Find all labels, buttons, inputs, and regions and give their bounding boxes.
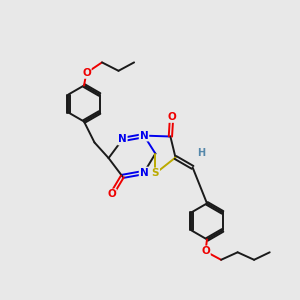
Text: N: N xyxy=(118,134,127,145)
Text: N: N xyxy=(140,130,148,141)
Text: H: H xyxy=(197,148,206,158)
Text: O: O xyxy=(167,112,176,122)
Text: S: S xyxy=(152,168,159,178)
Text: O: O xyxy=(107,189,116,200)
Text: O: O xyxy=(201,246,210,256)
Text: N: N xyxy=(140,167,148,178)
Text: O: O xyxy=(82,68,91,78)
